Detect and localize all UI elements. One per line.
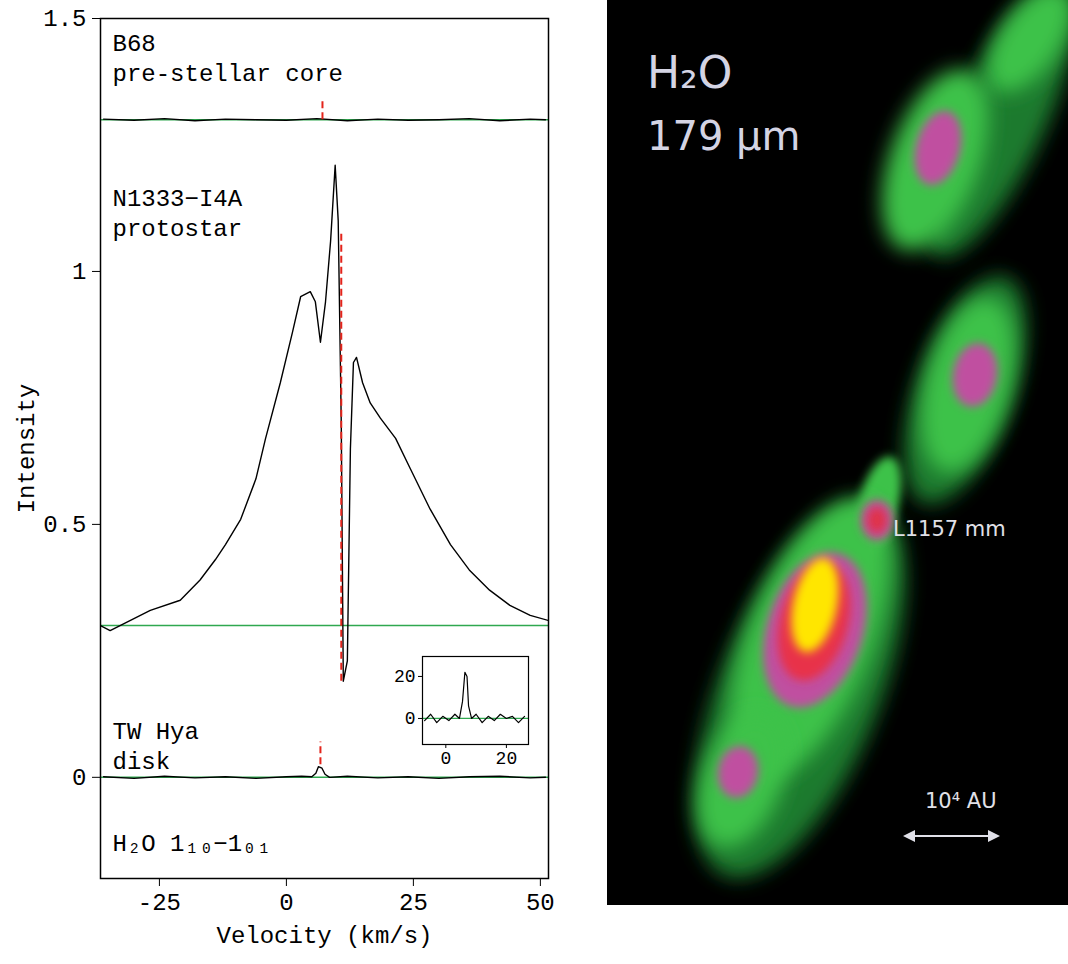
svg-text:0: 0 xyxy=(279,890,293,917)
svg-text:TW Hyadisk: TW Hyadisk xyxy=(113,719,199,776)
svg-text:0: 0 xyxy=(405,709,416,729)
svg-text:1: 1 xyxy=(72,259,86,286)
svg-text:N1333−I4Aprotostar: N1333−I4Aprotostar xyxy=(113,186,243,243)
svg-text:50: 50 xyxy=(526,890,555,917)
svg-text:-25: -25 xyxy=(138,890,181,917)
svg-text:25: 25 xyxy=(399,890,428,917)
svg-text:H₂O 1₁₀−1₀₁: H₂O 1₁₀−1₀₁ xyxy=(113,831,271,858)
svg-text:10⁴ AU: 10⁴ AU xyxy=(925,789,997,813)
svg-text:L1157 mm: L1157 mm xyxy=(893,517,1006,541)
svg-text:H₂O: H₂O xyxy=(647,47,732,98)
svg-text:20: 20 xyxy=(394,667,416,687)
svg-text:Velocity (km/s): Velocity (km/s) xyxy=(216,923,432,950)
svg-text:0.5: 0.5 xyxy=(43,512,86,539)
svg-text:B68pre-stellar core: B68pre-stellar core xyxy=(113,31,343,88)
svg-text:0: 0 xyxy=(72,765,86,792)
svg-text:179 µm: 179 µm xyxy=(647,113,800,159)
svg-text:1.5: 1.5 xyxy=(43,6,86,33)
svg-text:20: 20 xyxy=(496,749,518,769)
svg-text:0: 0 xyxy=(440,749,451,769)
svg-text:Intensity: Intensity xyxy=(14,384,41,514)
